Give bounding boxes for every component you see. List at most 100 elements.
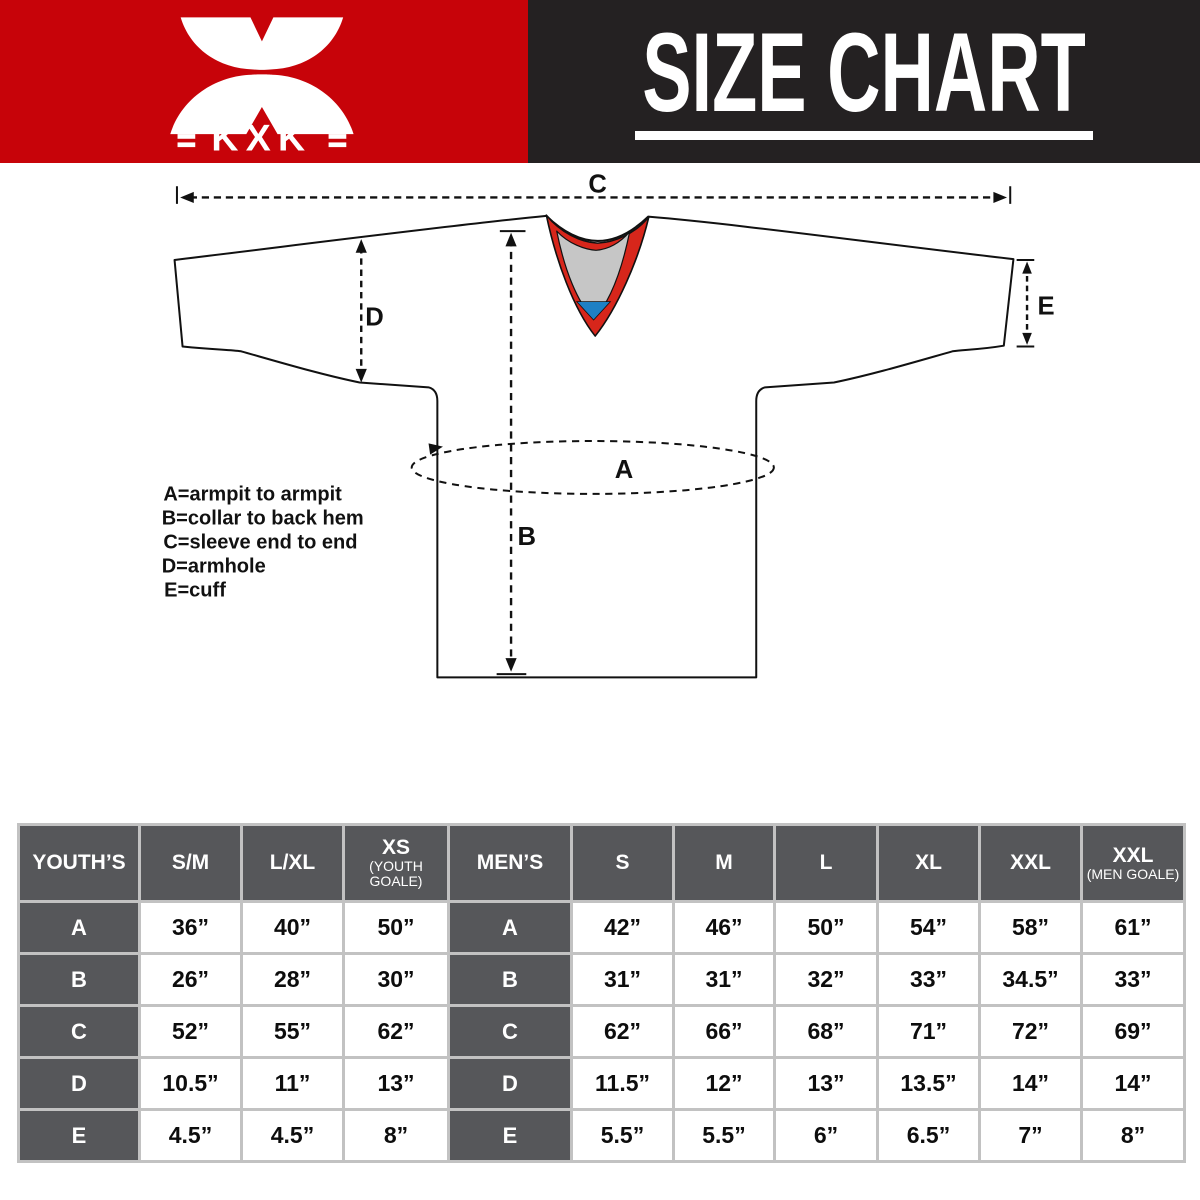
table-value-cell: 72”: [981, 1007, 1080, 1056]
measure-label-b: B: [517, 523, 536, 551]
col-header-main: XL: [915, 851, 942, 874]
table-value-cell: 31”: [675, 955, 773, 1004]
col-header-main: L: [819, 851, 833, 874]
table-value-cell: 7”: [981, 1111, 1080, 1160]
table-value-cell: 32”: [776, 955, 876, 1004]
col-header-main: XXL: [1010, 851, 1051, 874]
measure-arrow-a: [410, 440, 775, 495]
header-banner: KXK SIZE CHART: [0, 0, 1200, 163]
table-value-cell: 4.5”: [243, 1111, 342, 1160]
measure-legend: A=armpit to armpit B=collar to back hem …: [162, 483, 364, 601]
jersey-outline: [173, 214, 1015, 679]
table-value-cell: 66”: [675, 1007, 773, 1056]
title-underline: [635, 131, 1093, 140]
table-value-cell: 62”: [345, 1007, 447, 1056]
measure-label-d: D: [365, 304, 384, 332]
brand-panel: KXK: [0, 0, 528, 163]
table-value-cell: 12”: [675, 1059, 773, 1108]
table-col-header: M: [675, 826, 773, 900]
collar-inner-gray: [556, 230, 631, 320]
table-value-cell: 11.5”: [573, 1059, 672, 1108]
table-row-label: D: [20, 1059, 138, 1108]
col-header-sub: (MEN GOALE): [1086, 865, 1180, 882]
table-value-cell: 36”: [141, 903, 240, 952]
measure-label-c: C: [588, 171, 607, 199]
table-col-header: S: [573, 826, 672, 900]
legend-line: B=collar to back hem: [162, 507, 364, 529]
table-col-header: L: [776, 826, 876, 900]
measure-label-e: E: [1037, 292, 1054, 320]
table-value-cell: 14”: [1083, 1059, 1183, 1108]
table-row-label: C: [450, 1007, 570, 1056]
table-col-header: XXL: [981, 826, 1080, 900]
table-value-cell: 6.5”: [879, 1111, 978, 1160]
table-value-cell: 33”: [879, 955, 978, 1004]
table-value-cell: 54”: [879, 903, 978, 952]
table-row-label: E: [450, 1111, 570, 1160]
table-value-cell: 42”: [573, 903, 672, 952]
table-row-label: D: [450, 1059, 570, 1108]
table-value-cell: 13.5”: [879, 1059, 978, 1108]
page-title: SIZE CHART: [642, 10, 1086, 135]
kxk-logo: KXK: [170, 16, 354, 155]
table-row-label: E: [20, 1111, 138, 1160]
table-value-cell: 13”: [345, 1059, 447, 1108]
col-header-main: L/XL: [269, 851, 316, 874]
table-value-cell: 71”: [879, 1007, 978, 1056]
table-value-cell: 31”: [573, 955, 672, 1004]
table-value-cell: 68”: [776, 1007, 876, 1056]
table-row-label: A: [20, 903, 138, 952]
table-section-title: YOUTH’S: [20, 826, 138, 900]
table-value-cell: 52”: [141, 1007, 240, 1056]
table-value-cell: 14”: [981, 1059, 1080, 1108]
table-col-header: S/M: [141, 826, 240, 900]
table-value-cell: 40”: [243, 903, 342, 952]
title-panel: SIZE CHART: [528, 0, 1200, 163]
logo-x-top: [180, 16, 344, 70]
table-value-cell: 8”: [345, 1111, 447, 1160]
table-value-cell: 34.5”: [981, 955, 1080, 1004]
table-value-cell: 46”: [675, 903, 773, 952]
table-value-cell: 11”: [243, 1059, 342, 1108]
table-value-cell: 30”: [345, 955, 447, 1004]
col-header-main: M: [715, 851, 733, 874]
table-value-cell: 55”: [243, 1007, 342, 1056]
table-col-header: XL: [879, 826, 978, 900]
table-value-cell: 28”: [243, 955, 342, 1004]
legend-line: E=cuff: [164, 579, 226, 601]
triple-bar-icon: [328, 125, 347, 147]
table-value-cell: 26”: [141, 955, 240, 1004]
table-row-label: B: [450, 955, 570, 1004]
table-value-cell: 8”: [1083, 1111, 1183, 1160]
table-value-cell: 10.5”: [141, 1059, 240, 1108]
table-col-header: XXL (MEN GOALE): [1083, 826, 1183, 900]
table-value-cell: 62”: [573, 1007, 672, 1056]
table-value-cell: 69”: [1083, 1007, 1183, 1056]
table-value-cell: 6”: [776, 1111, 876, 1160]
col-header-main: S: [615, 851, 630, 874]
measure-arrow-b: [496, 230, 527, 676]
table-value-cell: 33”: [1083, 955, 1183, 1004]
table-value-cell: 50”: [776, 903, 876, 952]
logo-x-bottom: [170, 73, 354, 134]
table-value-cell: 61”: [1083, 903, 1183, 952]
brand-wordmark: KXK: [211, 116, 312, 154]
table-value-cell: 5.5”: [573, 1111, 672, 1160]
size-table: YOUTH’S S/M L/XL XS (YOUTH GOALE) MEN’S S M L XL X…: [17, 823, 1186, 1163]
table-value-cell: 4.5”: [141, 1111, 240, 1160]
table-section-title: MEN’S: [450, 826, 570, 900]
table-value-cell: 58”: [981, 903, 1080, 952]
table-col-header: XS (YOUTH GOALE): [345, 826, 447, 900]
col-header-sub: (YOUTH GOALE): [369, 858, 423, 889]
table-value-cell: 5.5”: [675, 1111, 773, 1160]
measure-label-a: A: [615, 456, 634, 484]
legend-line: D=armhole: [162, 555, 266, 577]
triple-bar-icon: [177, 125, 196, 147]
table-row-label: B: [20, 955, 138, 1004]
col-header-main: XS: [381, 836, 410, 859]
table-col-header: L/XL: [243, 826, 342, 900]
legend-line: A=armpit to armpit: [163, 483, 342, 505]
measure-arrow-d: [355, 239, 367, 383]
collar-blue-tip: [575, 301, 612, 321]
jersey-diagram: C D B E A: [162, 171, 1055, 679]
